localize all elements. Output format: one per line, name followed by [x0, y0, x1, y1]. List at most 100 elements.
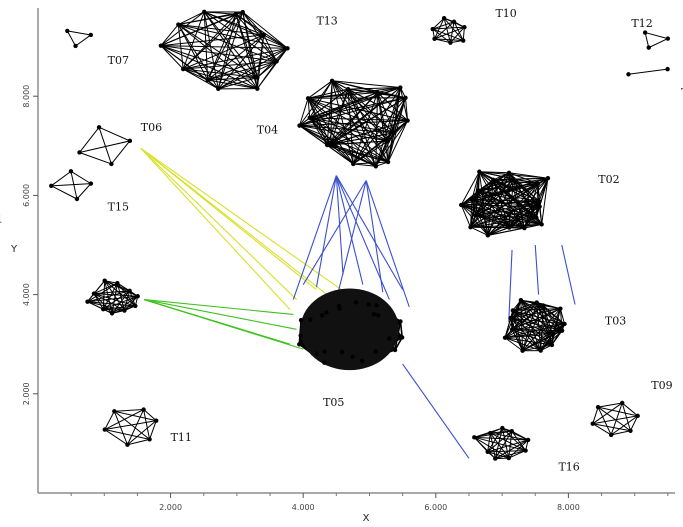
graph-node [75, 197, 79, 201]
graph-node [128, 139, 132, 143]
graph-node [486, 233, 490, 237]
graph-node [488, 431, 492, 435]
cluster-t14: T14 [626, 67, 683, 99]
cluster-t16: T16 [472, 426, 580, 474]
graph-node [468, 225, 472, 229]
graph-node [299, 318, 303, 322]
graph-node [500, 426, 504, 430]
graph-node [550, 332, 554, 336]
cluster-label-t09: T09 [651, 379, 672, 392]
cluster-edge [628, 69, 667, 74]
graph-node [241, 10, 245, 14]
cluster-t11: T11 [103, 407, 192, 447]
cluster-t03: T03 [503, 298, 626, 353]
graph-node [386, 139, 390, 143]
inter-link-yellow [141, 148, 370, 309]
graph-node [431, 27, 435, 31]
graph-node [255, 86, 259, 90]
graph-node [376, 313, 380, 317]
graph-node [536, 181, 540, 185]
graph-node [398, 319, 402, 323]
inter-link-blue [403, 364, 469, 458]
graph-node [65, 29, 69, 33]
graph-node [560, 328, 564, 332]
cluster-edge [645, 33, 649, 48]
graph-node [346, 87, 350, 91]
graph-node [350, 355, 354, 359]
graph-node [591, 422, 595, 426]
graph-node [647, 45, 651, 49]
cluster-label-t11: T11 [171, 431, 192, 444]
inter-link-blue [366, 181, 409, 307]
cluster-label-t01: T01 [0, 213, 3, 226]
graph-node [643, 30, 647, 34]
x-tick-label: 4.000 [292, 503, 315, 512]
graph-node [297, 342, 301, 346]
y-axis-title: Y [10, 244, 18, 255]
graph-node [493, 456, 497, 460]
cluster-t13: T13 [159, 10, 338, 91]
graph-node [360, 359, 364, 363]
graph-node [546, 176, 550, 180]
inter-link-yellow [141, 148, 297, 299]
cluster-t01: T01 [0, 213, 140, 316]
graph-node [398, 85, 402, 89]
graph-node [374, 164, 378, 168]
graph-node [507, 171, 511, 175]
graph-node [626, 72, 630, 76]
cluster-t06: T06 [77, 121, 162, 166]
cluster-t07: T07 [65, 29, 129, 67]
graph-node [322, 349, 326, 353]
cluster-label-t13: T13 [316, 14, 337, 27]
cluster-edge [77, 184, 91, 199]
graph-node [477, 170, 481, 174]
graph-node [476, 188, 480, 192]
graph-node [534, 215, 538, 219]
graph-node [461, 38, 465, 42]
cluster-label-t16: T16 [558, 461, 579, 474]
graph-node [452, 20, 456, 24]
graph-node [535, 300, 539, 304]
graph-node [374, 303, 378, 307]
graph-node [97, 125, 101, 129]
graph-node [315, 351, 319, 355]
cluster-label-t07: T07 [108, 54, 129, 67]
cluster-edge [502, 428, 528, 440]
graph-node [442, 16, 446, 20]
cluster-edge [67, 31, 75, 46]
graph-node [216, 87, 220, 91]
graph-node [507, 456, 511, 460]
graph-node [306, 96, 310, 100]
cluster-t10: T10 [431, 7, 517, 45]
graph-node [511, 177, 515, 181]
graph-node [470, 197, 474, 201]
graph-node [386, 160, 390, 164]
graph-node [110, 311, 114, 315]
cluster-edge [76, 35, 91, 46]
cluster-edge [243, 12, 264, 35]
graph-node [392, 131, 396, 135]
cluster-t02: T02 [459, 170, 620, 238]
graph-node [508, 316, 512, 320]
graph-node [92, 291, 96, 295]
cluster-t05: T05 [297, 289, 404, 410]
graph-node [522, 226, 526, 230]
graph-node [125, 443, 129, 447]
graph-node [558, 306, 562, 310]
graph-node [511, 308, 515, 312]
graph-node [154, 418, 158, 422]
x-tick-label: 2.000 [159, 503, 182, 512]
graph-node [112, 409, 116, 413]
y-tick-label: 2.000 [22, 382, 31, 405]
graph-node [337, 306, 341, 310]
graph-node [298, 333, 302, 337]
graph-node [176, 22, 180, 26]
graph-node [285, 46, 289, 50]
cluster-label-t10: T10 [495, 7, 516, 20]
graph-node [102, 278, 106, 282]
graph-node [459, 203, 463, 207]
cluster-t12: T12 [631, 17, 670, 50]
graph-node [596, 405, 600, 409]
